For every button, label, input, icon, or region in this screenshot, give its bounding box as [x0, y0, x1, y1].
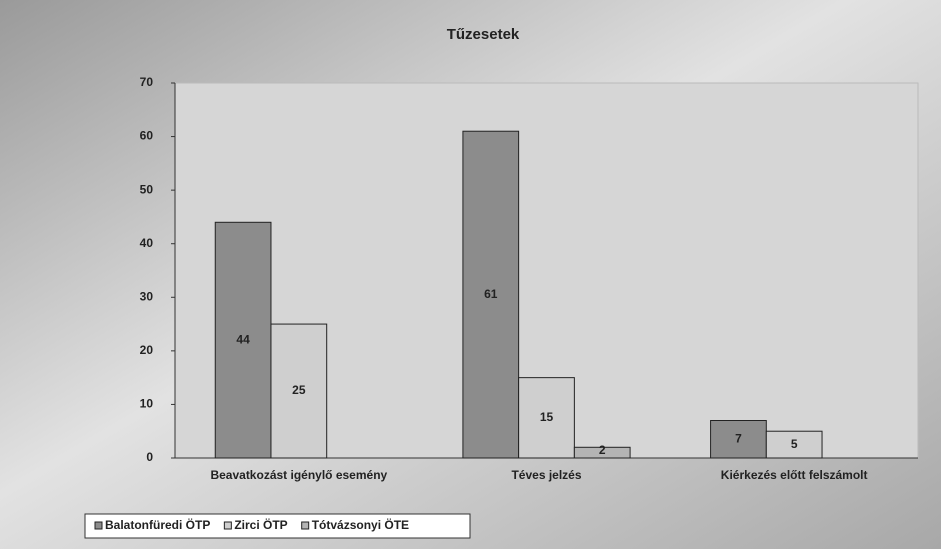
y-tick-label: 70 [140, 75, 154, 89]
y-tick-label: 40 [140, 236, 154, 250]
bar [573, 446, 631, 459]
chart-title: Tűzesetek [447, 26, 520, 43]
legend-label: Tótvázsonyi ÖTE [312, 517, 409, 532]
bar [270, 323, 328, 459]
bar [462, 130, 520, 459]
y-tick-label: 20 [140, 343, 154, 357]
legend-box [84, 513, 471, 539]
x-tick-label: Kiérkezés előtt felszámolt [721, 468, 868, 482]
bar [765, 430, 823, 459]
data-label: 5 [791, 437, 798, 451]
x-tick-label: Téves jelzés [511, 468, 581, 482]
bar [710, 420, 767, 459]
legend-label: Balatonfüredi ÖTP [105, 517, 210, 532]
data-label: 25 [292, 383, 306, 397]
legend-label: Zirci ÖTP [234, 517, 287, 532]
bar [214, 221, 272, 459]
data-label: 15 [540, 410, 554, 424]
legend-swatch [94, 521, 103, 530]
x-tick-label: Beavatkozást igénylő esemény [210, 468, 387, 482]
data-label: 44 [236, 332, 250, 346]
data-label: 61 [484, 287, 498, 301]
y-tick-label: 60 [140, 129, 154, 143]
legend-swatch [223, 521, 232, 530]
y-tick-label: 10 [140, 397, 154, 411]
bar [518, 377, 575, 459]
data-label: 7 [735, 431, 742, 445]
data-label: 2 [599, 443, 606, 457]
y-tick-label: 30 [140, 289, 154, 303]
legend-swatch [301, 521, 310, 530]
y-tick-label: 0 [146, 450, 153, 464]
y-tick-label: 50 [140, 182, 154, 196]
